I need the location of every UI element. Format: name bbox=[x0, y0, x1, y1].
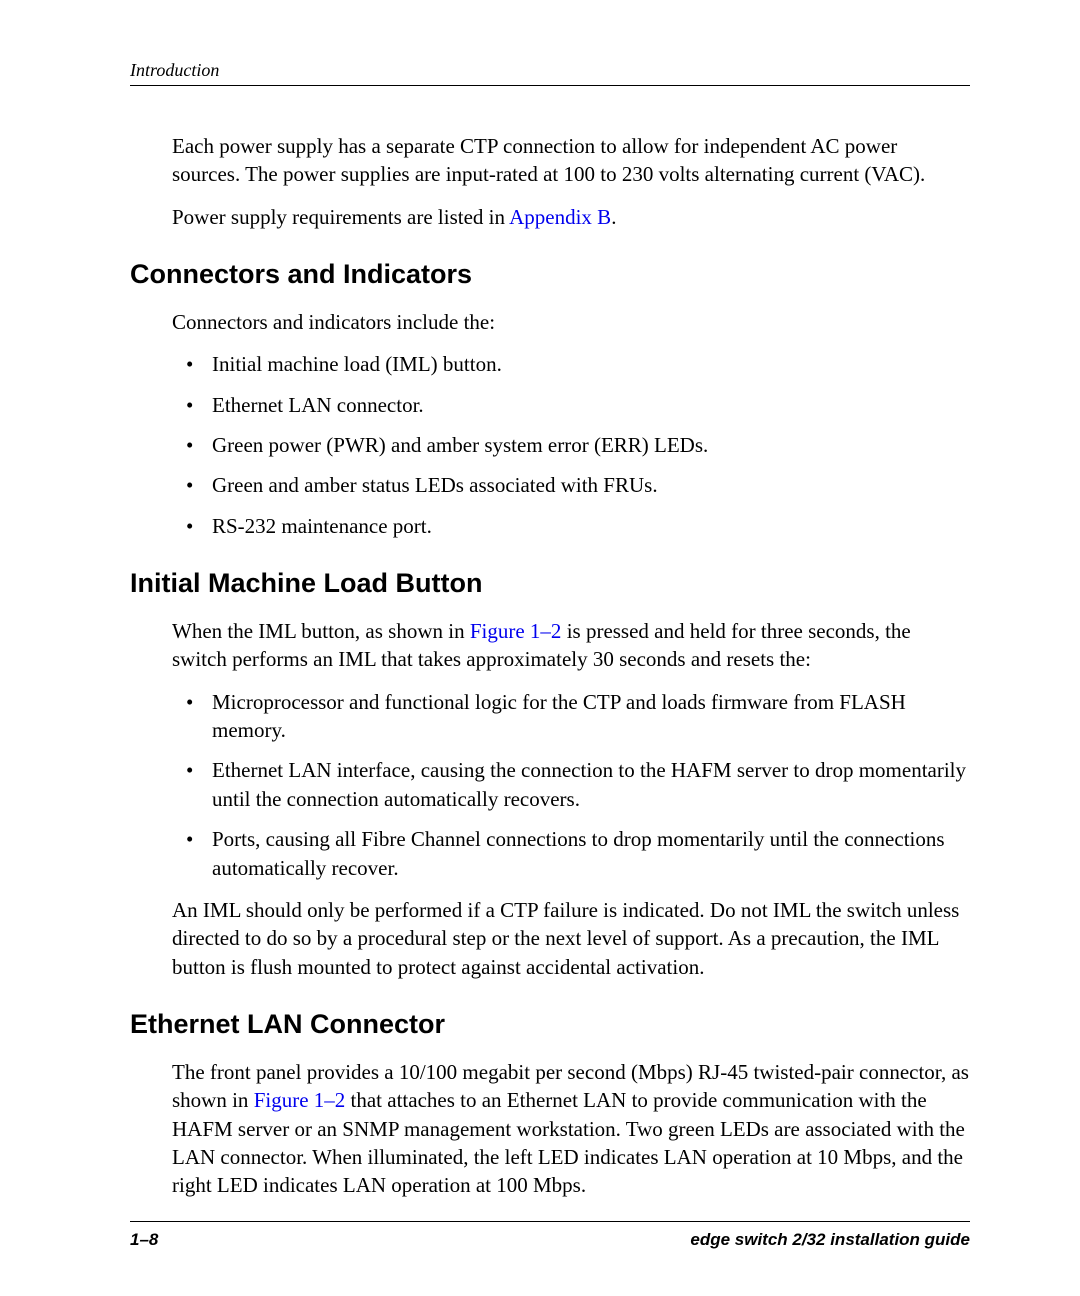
heading-iml: Initial Machine Load Button bbox=[130, 568, 970, 599]
heading-ethernet: Ethernet LAN Connector bbox=[130, 1009, 970, 1040]
list-item: Green and amber status LEDs associated w… bbox=[172, 471, 970, 499]
header-section: Introduction bbox=[130, 60, 219, 80]
list-item: RS-232 maintenance port. bbox=[172, 512, 970, 540]
list-item: Green power (PWR) and amber system error… bbox=[172, 431, 970, 459]
paragraph: Power supply requirements are listed in … bbox=[172, 203, 970, 231]
text-run: When the IML button, as shown in bbox=[172, 619, 470, 643]
running-header: Introduction bbox=[130, 60, 970, 86]
iml-list: Microprocessor and functional logic for … bbox=[172, 688, 970, 882]
list-item: Initial machine load (IML) button. bbox=[172, 350, 970, 378]
list-item: Ethernet LAN interface, causing the conn… bbox=[172, 756, 970, 813]
appendix-b-link[interactable]: Appendix B bbox=[509, 205, 611, 229]
heading-connectors: Connectors and Indicators bbox=[130, 259, 970, 290]
list-item: Ports, causing all Fibre Channel connect… bbox=[172, 825, 970, 882]
list-item: Microprocessor and functional logic for … bbox=[172, 688, 970, 745]
paragraph: When the IML button, as shown in Figure … bbox=[172, 617, 970, 674]
list-item: Ethernet LAN connector. bbox=[172, 391, 970, 419]
text-run: Power supply requirements are listed in bbox=[172, 205, 509, 229]
paragraph: The front panel provides a 10/100 megabi… bbox=[172, 1058, 970, 1200]
doc-title: edge switch 2/32 installation guide bbox=[690, 1230, 970, 1250]
figure-1-2-link[interactable]: Figure 1–2 bbox=[254, 1088, 346, 1112]
page-number: 1–8 bbox=[130, 1230, 158, 1250]
paragraph: An IML should only be performed if a CTP… bbox=[172, 896, 970, 981]
text-run: . bbox=[611, 205, 616, 229]
paragraph: Each power supply has a separate CTP con… bbox=[172, 132, 970, 189]
page-footer: 1–8 edge switch 2/32 installation guide bbox=[130, 1221, 970, 1250]
connectors-list: Initial machine load (IML) button. Ether… bbox=[172, 350, 970, 540]
paragraph: Connectors and indicators include the: bbox=[172, 308, 970, 336]
figure-1-2-link[interactable]: Figure 1–2 bbox=[470, 619, 562, 643]
